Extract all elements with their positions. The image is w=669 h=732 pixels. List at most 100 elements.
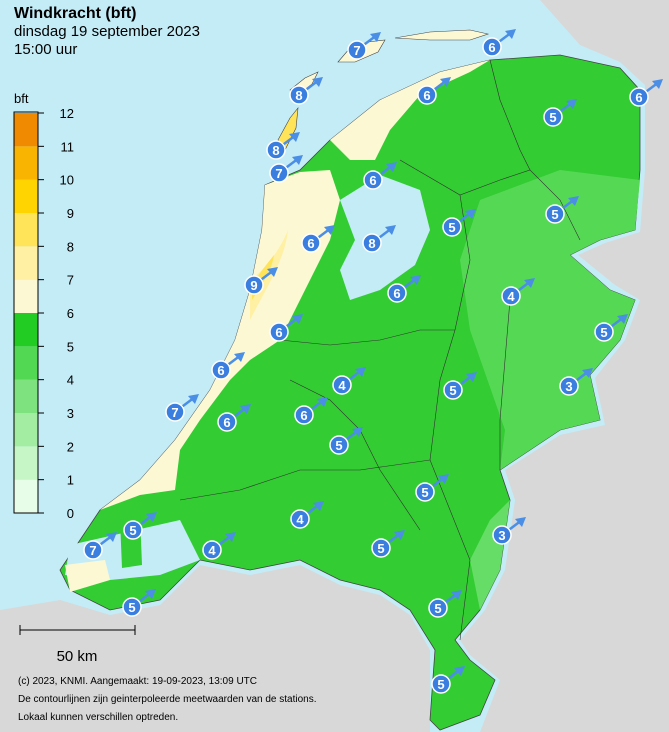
- station-marker: [244, 275, 264, 295]
- legend-tick-label: 4: [67, 373, 74, 388]
- island: [394, 29, 490, 41]
- station-marker: [559, 376, 579, 396]
- station-marker: [501, 286, 521, 306]
- station-value: 9: [250, 278, 257, 293]
- station-value: 6: [393, 286, 400, 301]
- legend-band: [14, 479, 38, 513]
- wind-arrow-head: [289, 132, 300, 142]
- station-marker: [83, 540, 103, 560]
- station-value: 6: [217, 363, 224, 378]
- wind-arrow-head: [106, 532, 117, 542]
- wind-arrow-head: [352, 427, 363, 437]
- station-value: 5: [600, 325, 607, 340]
- station-marker: [165, 402, 185, 422]
- station-marker: [269, 163, 289, 183]
- station-marker: [428, 598, 448, 618]
- wind-arrow-head: [267, 267, 278, 277]
- wind-arrow-head: [582, 368, 593, 378]
- station-value: 5: [377, 541, 384, 556]
- station-value: 4: [208, 543, 216, 558]
- station-marker: [371, 538, 391, 558]
- station-value: 6: [223, 415, 230, 430]
- station-marker: [269, 322, 289, 342]
- legend-tick-label: 0: [67, 506, 74, 521]
- station-marker: [123, 520, 143, 540]
- legend-unit: bft: [14, 91, 29, 106]
- time: 15:00 uur: [14, 41, 77, 58]
- station-marker: [202, 540, 222, 560]
- legend-band: [14, 413, 38, 447]
- legend-band: [14, 313, 38, 347]
- scale-label: 50 km: [57, 648, 98, 665]
- station-value: 8: [368, 236, 375, 251]
- station-value: 5: [128, 600, 135, 615]
- station-marker: [431, 674, 451, 694]
- station-value: 7: [275, 166, 282, 181]
- legend-band: [14, 213, 38, 247]
- station-value: 5: [421, 485, 428, 500]
- wind-arrow-head: [451, 590, 462, 600]
- wind-arrow-head: [234, 352, 245, 362]
- legend-tick-label: 12: [60, 106, 74, 121]
- wind-arrow-head: [454, 666, 465, 676]
- wind-arrow-head: [568, 196, 579, 206]
- station-marker: [442, 217, 462, 237]
- wind-arrow-head: [370, 32, 381, 42]
- legend-band: [14, 246, 38, 280]
- station-value: 5: [549, 110, 556, 125]
- station-value: 6: [300, 408, 307, 423]
- wind-arrow-head: [566, 99, 577, 109]
- wind-arrow-head: [145, 589, 156, 599]
- footer-line: (c) 2023, KNMI. Aangemaakt: 19-09-2023, …: [18, 676, 257, 687]
- wind-arrow-head: [146, 512, 157, 522]
- wind-arrow-head: [225, 532, 236, 542]
- wind-arrow-head: [355, 367, 366, 377]
- station-value: 4: [296, 512, 304, 527]
- wind-arrow-head: [313, 501, 324, 511]
- station-marker: [294, 405, 314, 425]
- station-marker: [301, 233, 321, 253]
- wind-arrow-head: [292, 155, 303, 165]
- legend-band: [14, 179, 38, 213]
- wind-arrow-head: [394, 530, 405, 540]
- station-value: 6: [275, 325, 282, 340]
- legend-band: [14, 379, 38, 413]
- wind-arrow-head: [385, 225, 396, 235]
- legend-tick-label: 8: [67, 239, 74, 254]
- legend-tick-label: 11: [61, 139, 75, 154]
- wind-arrow-head: [505, 29, 516, 39]
- footer-line: Lokaal kunnen verschillen optreden.: [18, 712, 178, 723]
- station-marker: [289, 85, 309, 105]
- station-marker: [594, 322, 614, 342]
- wind-arrow-head: [466, 372, 477, 382]
- wind-arrow-head: [617, 314, 628, 324]
- station-value: 3: [565, 379, 572, 394]
- station-value: 6: [307, 236, 314, 251]
- station-value: 5: [437, 677, 444, 692]
- station-marker: [122, 597, 142, 617]
- legend-band: [14, 346, 38, 380]
- station-marker: [482, 37, 502, 57]
- station-value: 7: [171, 405, 178, 420]
- wind-arrow-head: [410, 275, 421, 285]
- station-value: 5: [448, 220, 455, 235]
- ijsselmeer: [340, 175, 430, 300]
- station-marker: [329, 435, 349, 455]
- wind-arrow-head: [440, 77, 451, 87]
- wind-arrow-head: [324, 225, 335, 235]
- station-value: 7: [353, 43, 360, 58]
- station-marker: [217, 412, 237, 432]
- legend-tick-label: 9: [67, 206, 74, 221]
- legend-tick-label: 5: [67, 339, 74, 354]
- northern-coast: [330, 60, 490, 160]
- station-marker: [545, 204, 565, 224]
- legend-tick-label: 2: [67, 439, 74, 454]
- legend-band: [14, 113, 38, 147]
- station-marker: [387, 283, 407, 303]
- eastern-region: [460, 170, 640, 470]
- delta-coast: [65, 560, 110, 592]
- station-value: 6: [635, 90, 642, 105]
- station-value: 7: [89, 543, 96, 558]
